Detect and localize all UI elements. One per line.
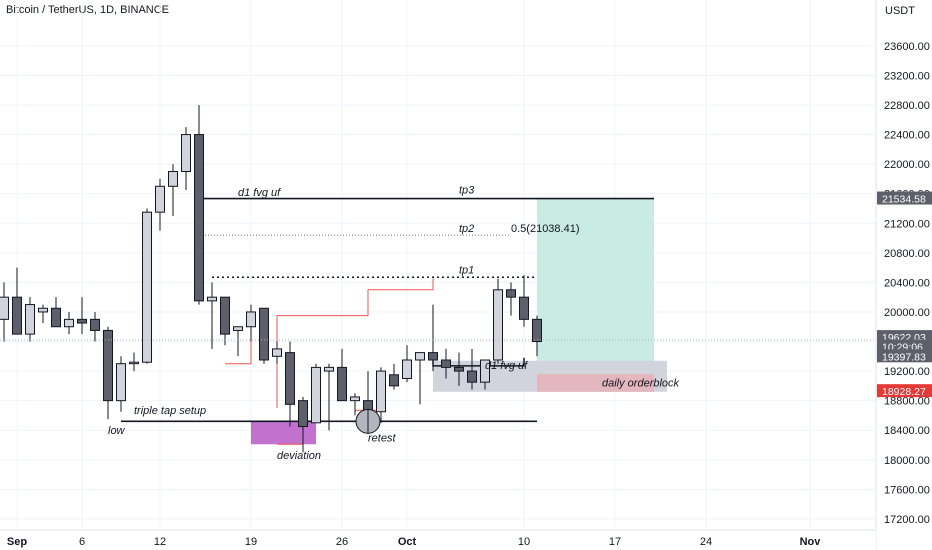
price-axis-unit: USDT xyxy=(885,5,915,17)
tp2-label: tp2 xyxy=(459,223,474,235)
fib-label: 0.5(21038.41) xyxy=(511,223,580,235)
price-tick-label: 18400.00 xyxy=(884,425,930,437)
time-tick-label: 19 xyxy=(245,536,257,548)
price-tag xyxy=(877,191,932,205)
low-label: low xyxy=(108,425,126,437)
price-tag xyxy=(877,349,932,363)
candle-body xyxy=(116,363,126,402)
candle-body xyxy=(467,370,477,383)
retest-label: retest xyxy=(368,432,396,444)
price-tag-label: 18928.27 xyxy=(882,386,926,398)
time-tick-label: 6 xyxy=(79,536,85,548)
tp1-label: tp1 xyxy=(459,265,474,277)
candle-body xyxy=(233,326,243,331)
tp3-label: tp3 xyxy=(459,185,475,197)
daily-orderblock-label: daily orderblock xyxy=(602,378,680,390)
candle-body xyxy=(376,370,386,413)
time-tick-label: 24 xyxy=(700,536,712,548)
price-tag xyxy=(877,384,932,398)
candle-body xyxy=(532,318,542,343)
price-tick-label: 20400.00 xyxy=(884,277,930,289)
candle-body xyxy=(285,352,295,405)
candle-body xyxy=(103,329,113,402)
time-tick-label: Nov xyxy=(800,536,822,548)
price-tick-label: 19200.00 xyxy=(884,366,930,378)
triple-tap-label: triple tap setup xyxy=(134,405,206,417)
time-axis xyxy=(0,530,876,550)
d1-fvg-uf-top-label: d1 fvg uf xyxy=(238,187,281,199)
candle-body xyxy=(402,359,412,379)
candle-body xyxy=(311,366,321,424)
price-tick-label: 17600.00 xyxy=(884,484,930,496)
candle-body xyxy=(25,304,35,335)
candle-body xyxy=(155,185,165,213)
price-tick-label: 21200.00 xyxy=(884,218,930,230)
price-tag-label: 21534.58 xyxy=(882,194,926,206)
time-tick-label: Oct xyxy=(398,536,417,548)
candle-body xyxy=(415,352,425,361)
price-tick-label: 20800.00 xyxy=(884,248,930,260)
candle-body xyxy=(64,318,74,328)
time-tick-label: 17 xyxy=(609,536,621,548)
candle-body xyxy=(298,400,308,428)
price-tick-label: 23200.00 xyxy=(884,70,930,82)
candle-body xyxy=(454,366,464,372)
price-tick-label: 18800.00 xyxy=(884,396,930,408)
candle-body xyxy=(259,307,269,361)
deviation-label: deviation xyxy=(277,450,321,462)
price-tick-label: 22000.00 xyxy=(884,159,930,171)
candle-body xyxy=(428,352,438,361)
time-tick-label: 12 xyxy=(154,536,166,548)
price-tick-label: 18000.00 xyxy=(884,455,930,467)
candle-body xyxy=(194,134,204,302)
candle-body xyxy=(142,211,152,363)
candle-body xyxy=(389,374,399,387)
price-axis xyxy=(876,0,932,550)
price-tick-label: 17200.00 xyxy=(884,514,930,526)
candle-body xyxy=(168,171,178,187)
candle-body xyxy=(129,361,139,365)
d1-fvg-uf-bottom-label: d1 fvg uf xyxy=(485,360,528,372)
candle-body xyxy=(207,296,217,302)
candle-body xyxy=(181,134,191,173)
candle-body xyxy=(246,311,256,328)
red-path-upper xyxy=(276,278,434,409)
candle-body xyxy=(493,289,503,361)
time-tick-label: 26 xyxy=(336,536,348,548)
chart-title: Bitcoin / TetherUS, 1D, BINANCE xyxy=(6,4,170,16)
deviation-zone xyxy=(251,421,316,445)
price-tick-label: 23600.00 xyxy=(884,41,930,53)
candle-body xyxy=(38,307,48,313)
candle-body xyxy=(12,296,22,335)
candle-body xyxy=(90,318,100,331)
price-tick-label: 22800.00 xyxy=(884,100,930,112)
candle-body xyxy=(441,359,451,368)
target-zone xyxy=(537,198,654,363)
candle-body xyxy=(506,289,516,298)
candle-body xyxy=(480,359,490,383)
candle-body xyxy=(350,396,360,402)
price-tick-label: 22400.00 xyxy=(884,130,930,142)
candle-body xyxy=(272,348,282,357)
candle-body xyxy=(220,296,230,335)
candle-body xyxy=(51,307,61,328)
time-tick-label: Sep xyxy=(7,536,27,548)
orderblock-zone xyxy=(537,374,654,392)
candle-body xyxy=(77,318,87,324)
price-tag-label: 19397.83 xyxy=(882,351,926,363)
candle-body xyxy=(0,296,9,320)
candle-body xyxy=(324,366,334,372)
candle-body xyxy=(519,296,529,320)
candle-body xyxy=(337,366,347,402)
price-tick-label: 20000.00 xyxy=(884,307,930,319)
time-tick-label: 10 xyxy=(518,536,530,548)
